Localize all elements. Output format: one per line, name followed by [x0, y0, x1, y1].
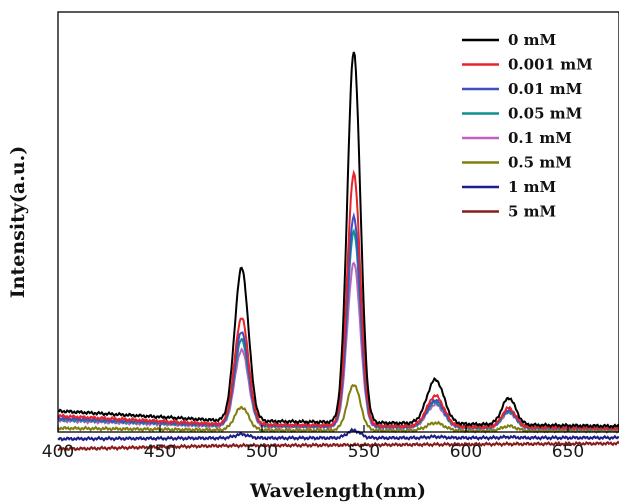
- legend-label: 0.5 mM: [508, 154, 572, 172]
- series-line-6: [57, 427, 619, 442]
- legend: 0 mM 0.001 mM 0.01 mM 0.05 mM 0.1 mM 0.5 mM 1 …: [462, 31, 593, 221]
- legend-label: 0.001 mM: [508, 56, 593, 74]
- series-line-5: [57, 383, 619, 435]
- series-layer: [57, 51, 619, 452]
- legend-label: 0.01 mM: [508, 80, 582, 98]
- x-tick-label: 550: [348, 442, 380, 462]
- x-tick-label: 650: [552, 442, 584, 462]
- x-tick-label: 400: [42, 442, 74, 462]
- y-axis-title: Intensity(a.u.): [7, 146, 29, 298]
- x-axis-title: Wavelength(nm): [249, 480, 426, 502]
- series-line-7: [57, 440, 619, 452]
- legend-label: 0.1 mM: [508, 129, 572, 147]
- legend-label: 5 mM: [508, 203, 556, 221]
- x-tick-label: 450: [144, 442, 176, 462]
- x-tick-label: 600: [450, 442, 482, 462]
- legend-label: 1 mM: [508, 178, 556, 196]
- series-line-1: [57, 169, 619, 431]
- legend-label: 0 mM: [508, 31, 556, 49]
- series-line-0: [57, 51, 619, 429]
- plot-frame: [57, 11, 619, 433]
- x-tick-label: 500: [246, 442, 278, 462]
- legend-label: 0.05 mM: [508, 105, 582, 123]
- x-axis: 400 450 500 550 600 650: [42, 425, 584, 462]
